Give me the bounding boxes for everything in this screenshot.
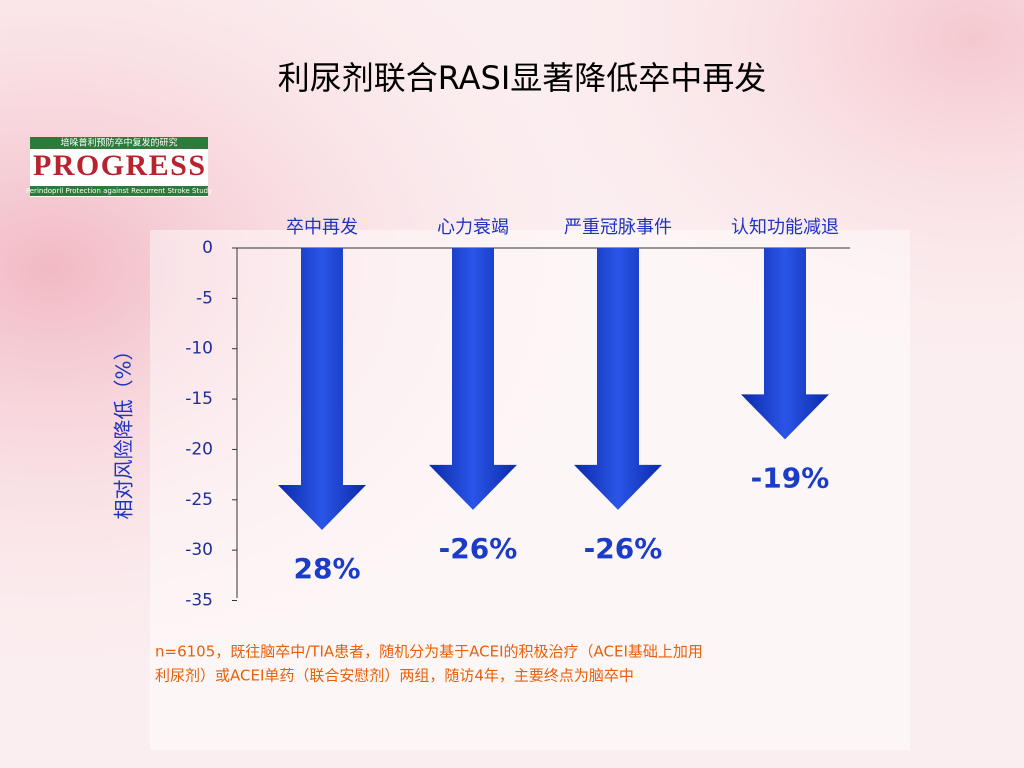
logo-band — [30, 186, 208, 196]
arrow — [574, 248, 662, 510]
logo-name: PROGRESS — [33, 149, 205, 182]
value-label: -26% — [439, 532, 518, 565]
category-label: 严重冠脉事件 — [564, 217, 672, 238]
category-label: 心力衰竭 — [437, 217, 509, 238]
y-tick-label: -10 — [185, 339, 213, 359]
y-tick-label: -15 — [185, 389, 213, 409]
value-label: 28% — [293, 552, 360, 585]
value-label: -26% — [584, 532, 663, 565]
logo: 培哚普利预防卒中复发的研究 PROGRESS Perindopril Prote… — [26, 137, 212, 197]
y-tick-label: -25 — [185, 490, 213, 510]
footnote: n=6105，既往脑卒中/TIA患者，随机分为基于ACEI的积极治疗（ACEI基… — [155, 643, 703, 661]
category-label: 认知功能减退 — [731, 217, 839, 238]
value-label: -19% — [751, 461, 830, 494]
y-tick-label: -30 — [185, 540, 213, 560]
arrow — [278, 248, 366, 530]
y-tick-label: -35 — [185, 591, 213, 611]
arrow — [429, 248, 517, 510]
footnote: 利尿剂）或ACEI单药（联合安慰剂）两组，随访4年，主要终点为脑卒中 — [155, 667, 634, 685]
logo-caption: Perindopril Protection against Recurrent… — [26, 187, 212, 195]
logo-band — [30, 137, 208, 149]
arrow — [741, 248, 829, 440]
y-axis-label: 相对风险降低（%） — [112, 340, 136, 519]
y-tick-label: -5 — [196, 288, 213, 308]
logo-subtitle: 培哚普利预防卒中复发的研究 — [60, 137, 177, 149]
y-tick-label: 0 — [202, 238, 213, 258]
category-label: 卒中再发 — [286, 217, 358, 238]
slide-title: 利尿剂联合RASI显著降低卒中再发 — [278, 59, 767, 97]
y-tick-label: -20 — [185, 439, 213, 459]
